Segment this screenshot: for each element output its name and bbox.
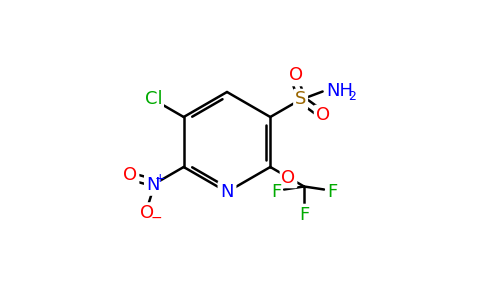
Text: O: O: [288, 67, 302, 85]
Text: −: −: [151, 211, 162, 225]
Text: O: O: [123, 166, 137, 184]
Text: +: +: [154, 172, 165, 185]
Text: O: O: [316, 106, 330, 124]
Text: F: F: [299, 206, 309, 224]
Text: N: N: [220, 183, 234, 201]
Text: O: O: [140, 204, 154, 222]
Text: F: F: [327, 182, 337, 200]
Text: 2: 2: [348, 90, 357, 103]
Text: Cl: Cl: [145, 91, 162, 109]
Text: N: N: [146, 176, 159, 194]
Text: O: O: [281, 169, 296, 187]
Text: S: S: [295, 91, 306, 109]
Text: F: F: [271, 182, 281, 200]
Text: NH: NH: [327, 82, 354, 100]
